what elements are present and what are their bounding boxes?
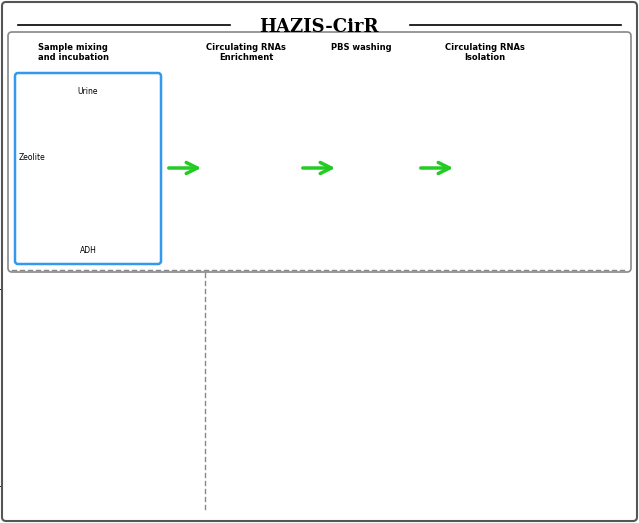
Point (43, 409, 53, 417)
Point (116, 444, 126, 452)
Text: miR-148a-3p: miR-148a-3p (569, 175, 623, 184)
Text: Panel 2: Panel 2 (505, 101, 553, 113)
Point (182, 446, 192, 454)
Point (42, 422, 52, 430)
Point (110, 434, 120, 442)
Point (180, 449, 190, 457)
Point (46, 440, 56, 449)
Text: miR-483-5p: miR-483-5p (438, 199, 491, 208)
Point (178, 444, 188, 452)
Point (107, 447, 117, 456)
Text: miR-141-3p: miR-141-3p (572, 155, 620, 164)
Text: miR-141-3p: miR-141-3p (438, 143, 491, 152)
Point (113, 429, 123, 437)
Point (176, 447, 186, 456)
Text: miR-375-3p: miR-375-3p (438, 171, 491, 180)
Point (35, 302, 45, 310)
Point (50, 424, 61, 432)
Point (49, 414, 59, 422)
Point (169, 447, 179, 456)
Point (34, 425, 44, 434)
Text: miR-574-3p: miR-574-3p (571, 234, 620, 243)
Point (106, 440, 116, 449)
Point (42, 442, 52, 450)
Point (102, 446, 112, 454)
Point (170, 447, 180, 456)
Point (47, 439, 58, 447)
Point (43, 402, 53, 411)
Point (42, 450, 52, 459)
Text: miR-21-5p: miR-21-5p (574, 135, 617, 144)
Point (38, 446, 48, 454)
Point (182, 449, 192, 457)
Point (109, 449, 119, 457)
Point (48, 379, 58, 387)
Point (177, 446, 187, 454)
Point (114, 419, 125, 427)
FancyBboxPatch shape (8, 32, 631, 272)
Point (51, 429, 61, 437)
Point (178, 446, 188, 454)
Point (105, 439, 116, 447)
Text: Benign prostatic hyperplasia
(BPH): Benign prostatic hyperplasia (BPH) (233, 31, 403, 52)
Point (50, 434, 61, 442)
Point (43, 437, 54, 446)
Text: Normal prostate: Normal prostate (273, 247, 363, 257)
Point (111, 440, 121, 449)
Text: Circulating RNAs
Isolation: Circulating RNAs Isolation (445, 43, 525, 62)
Point (47, 390, 57, 399)
Point (50, 420, 61, 429)
Text: Circulating RNAs
Enrichment: Circulating RNAs Enrichment (206, 43, 286, 62)
Point (41, 415, 51, 424)
Point (99, 450, 109, 459)
Point (112, 446, 123, 454)
Text: miR-574-3p: miR-574-3p (438, 226, 491, 235)
Point (107, 442, 118, 450)
Point (105, 432, 115, 440)
Point (38, 407, 49, 415)
Point (43, 447, 53, 456)
Point (40, 419, 50, 427)
Point (42, 385, 52, 394)
Point (35, 404, 45, 412)
Point (35, 417, 45, 426)
Text: Panel 3: Panel 3 (571, 101, 620, 113)
Point (107, 447, 117, 456)
Point (174, 444, 185, 452)
Point (38, 420, 48, 429)
Point (166, 447, 176, 456)
Text: Prostate cancer
(PCa): Prostate cancer (PCa) (214, 120, 301, 141)
Text: miR-483-5p: miR-483-5p (571, 214, 620, 223)
Text: **: ** (141, 337, 151, 347)
Text: PBS washing: PBS washing (331, 43, 391, 52)
Point (167, 450, 177, 459)
Text: Urine: Urine (78, 87, 98, 96)
Point (104, 436, 114, 444)
Point (173, 449, 183, 457)
Text: Sample mixing
and incubation: Sample mixing and incubation (38, 43, 109, 62)
Text: miR-148a-3p: miR-148a-3p (500, 205, 558, 214)
FancyBboxPatch shape (15, 73, 161, 264)
Text: ***: *** (73, 287, 88, 297)
Point (107, 437, 118, 446)
Point (52, 394, 62, 402)
Point (40, 449, 50, 457)
Point (180, 450, 190, 459)
Text: Zeolite: Zeolite (19, 153, 45, 162)
Text: HAZIS-CirR: HAZIS-CirR (259, 18, 379, 36)
Point (43, 432, 54, 440)
Text: miR-375-3p: miR-375-3p (571, 195, 620, 204)
Point (107, 444, 117, 452)
Text: ADH: ADH (80, 246, 96, 255)
Text: Panel 1: Panel 1 (440, 101, 489, 113)
Point (46, 412, 56, 420)
Point (112, 442, 123, 450)
Point (45, 427, 55, 436)
Point (170, 450, 180, 459)
Point (107, 450, 117, 459)
Point (182, 449, 192, 457)
Point (36, 436, 47, 444)
Point (166, 442, 176, 450)
Point (111, 449, 121, 457)
